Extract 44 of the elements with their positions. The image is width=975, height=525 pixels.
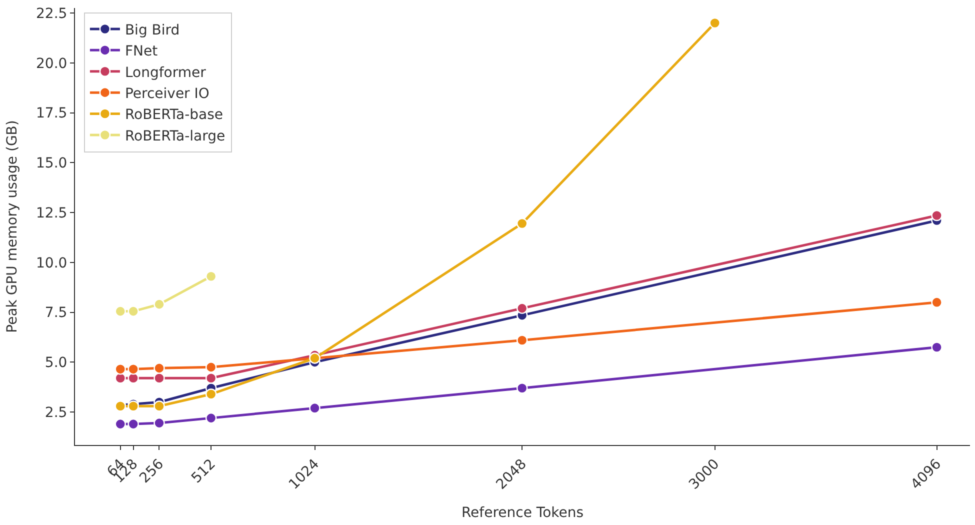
y-tick-label: 15.0 (36, 156, 68, 172)
point (931, 296, 942, 308)
y-axis-title: Peak GPU memory usage (GB) (4, 120, 21, 333)
y-tick-label: 7.5 (44, 305, 68, 322)
point (516, 382, 528, 394)
y-tick-label: 17.5 (36, 106, 68, 122)
point (205, 362, 217, 373)
legend-label: RoBERTa-large (124, 128, 226, 144)
point (154, 417, 165, 429)
legend-label: Big Bird (124, 22, 180, 38)
point (516, 218, 528, 230)
point (128, 306, 139, 317)
point (516, 302, 528, 314)
point (114, 372, 126, 384)
point (709, 17, 720, 29)
point (154, 400, 165, 412)
legend-label: FNet (124, 44, 158, 60)
point (154, 362, 165, 374)
point (205, 270, 217, 282)
x-tick-label: 512 (188, 456, 219, 486)
y-tick-label: 10.0 (36, 255, 68, 272)
point (931, 210, 942, 222)
point (516, 334, 528, 346)
x-axis-title: Reference Tokens (461, 505, 584, 522)
point (114, 418, 126, 430)
point (205, 388, 217, 400)
legend-label: RoBERTa-base (124, 107, 224, 124)
point (114, 364, 126, 375)
point (154, 372, 165, 384)
y-tick-label: 22.5 (36, 6, 68, 22)
legend-label: Longformer (124, 64, 206, 81)
point (931, 342, 942, 353)
y-tick-label: 12.5 (36, 205, 68, 222)
point (205, 412, 217, 424)
point (205, 372, 217, 384)
point (154, 298, 165, 310)
y-tick-label: 2.5 (44, 404, 68, 421)
legend-label: Perceiver IO (124, 86, 210, 102)
point (128, 418, 139, 430)
y-tick-label: 20.0 (36, 56, 68, 72)
point (114, 306, 126, 317)
point (309, 402, 320, 414)
y-tick-label: 5.0 (44, 355, 68, 372)
point (128, 364, 139, 375)
